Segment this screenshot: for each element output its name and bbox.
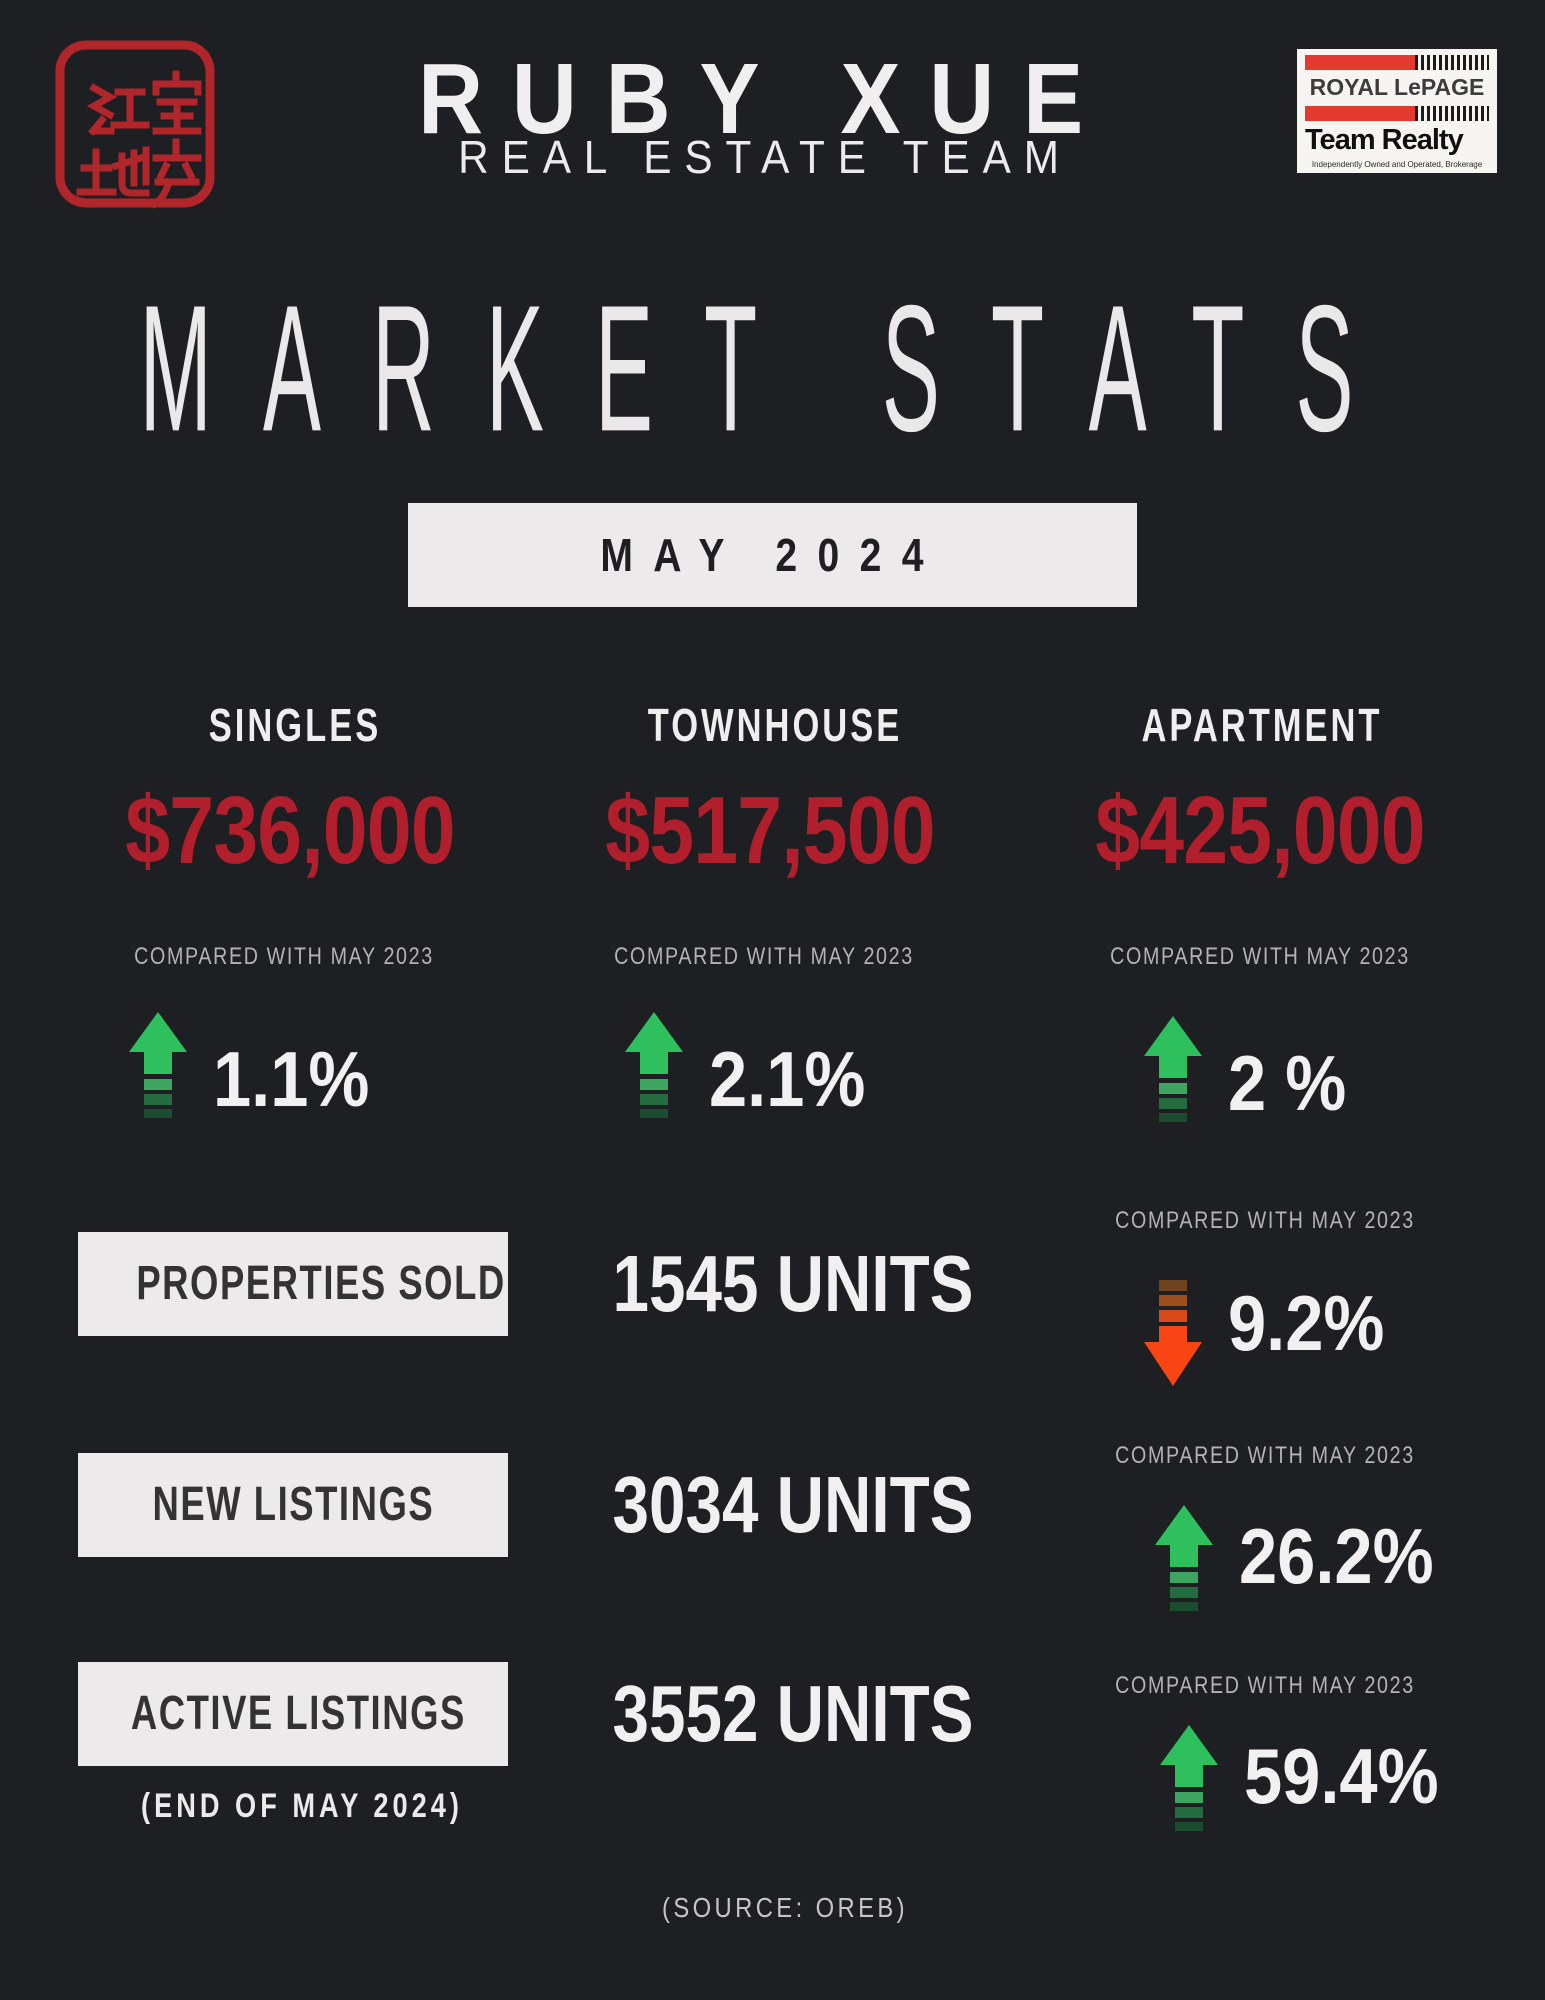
brokerage-tagline: Independently Owned and Operated, Broker… (1311, 160, 1483, 169)
change-active-listings: 59.4% (1158, 1725, 1465, 1831)
change-singles: 1.1% (127, 1012, 391, 1118)
brokerage-red-bar (1305, 105, 1489, 121)
change-value: 59.4% (1244, 1732, 1439, 1820)
down-arrow-icon (1144, 1280, 1202, 1386)
brokerage-logo: ROYAL LePAGE Team Realty Independently O… (1297, 49, 1497, 173)
metric-value: 1545 UNITS (612, 1239, 974, 1328)
change-townhouse: 2.1% (623, 1012, 887, 1118)
period-banner: MAY 2024 (408, 503, 1137, 607)
compare-label: COMPARED WITH MAY 2023 (1115, 1207, 1415, 1234)
compare-label: COMPARED WITH MAY 2023 (1115, 1442, 1415, 1469)
metric-label-box: ACTIVE LISTINGS (78, 1662, 508, 1766)
change-value: 9.2% (1228, 1279, 1385, 1367)
up-arrow-icon (625, 1012, 683, 1118)
brokerage-name: ROYAL LePAGE (1309, 74, 1485, 101)
metric-label: ACTIVE LISTINGS (130, 1687, 466, 1740)
metric-note: (END OF MAY 2024) (141, 1787, 463, 1825)
metric-label-box: NEW LISTINGS (78, 1453, 508, 1557)
price-apartment: $425,000 (1095, 777, 1425, 884)
team-name: RUBY XUE (418, 43, 1112, 155)
metric-value: 3552 UNITS (612, 1669, 974, 1758)
source-note: (SOURCE: OREB) (662, 1892, 908, 1923)
period-label: MAY 2024 (600, 529, 945, 581)
property-type-townhouse: TOWNHOUSE (647, 699, 903, 751)
up-arrow-icon (1144, 1016, 1202, 1122)
up-arrow-icon (129, 1012, 187, 1118)
property-type-singles: SINGLES (208, 699, 382, 751)
change-new-listings: 26.2% (1153, 1505, 1460, 1611)
change-apartment: 2 % (1142, 1016, 1362, 1122)
change-properties-sold: 9.2% (1142, 1280, 1406, 1388)
page-title: MARKET STATS (139, 267, 1405, 469)
compare-label: COMPARED WITH MAY 2023 (614, 943, 914, 970)
metric-value: 3034 UNITS (612, 1460, 974, 1549)
metric-label: NEW LISTINGS (152, 1478, 434, 1531)
metric-label-box: PROPERTIES SOLD (78, 1232, 508, 1336)
price-townhouse: $517,500 (605, 777, 935, 884)
up-arrow-icon (1160, 1725, 1218, 1831)
property-type-apartment: APARTMENT (1141, 699, 1383, 751)
change-value: 26.2% (1239, 1512, 1434, 1600)
brokerage-division: Team Realty (1305, 123, 1464, 156)
up-arrow-icon (1155, 1505, 1213, 1611)
chinese-seal-icon (55, 40, 215, 209)
brokerage-red-bar (1305, 55, 1489, 70)
compare-label: COMPARED WITH MAY 2023 (134, 943, 434, 970)
change-value: 1.1% (213, 1035, 370, 1123)
change-value: 2 % (1228, 1039, 1347, 1127)
change-value: 2.1% (709, 1035, 866, 1123)
price-singles: $736,000 (125, 777, 455, 884)
team-subtitle: REAL ESTATE TEAM (458, 131, 1072, 183)
compare-label: COMPARED WITH MAY 2023 (1110, 943, 1410, 970)
metric-label: PROPERTIES SOLD (136, 1257, 506, 1310)
compare-label: COMPARED WITH MAY 2023 (1115, 1672, 1415, 1699)
